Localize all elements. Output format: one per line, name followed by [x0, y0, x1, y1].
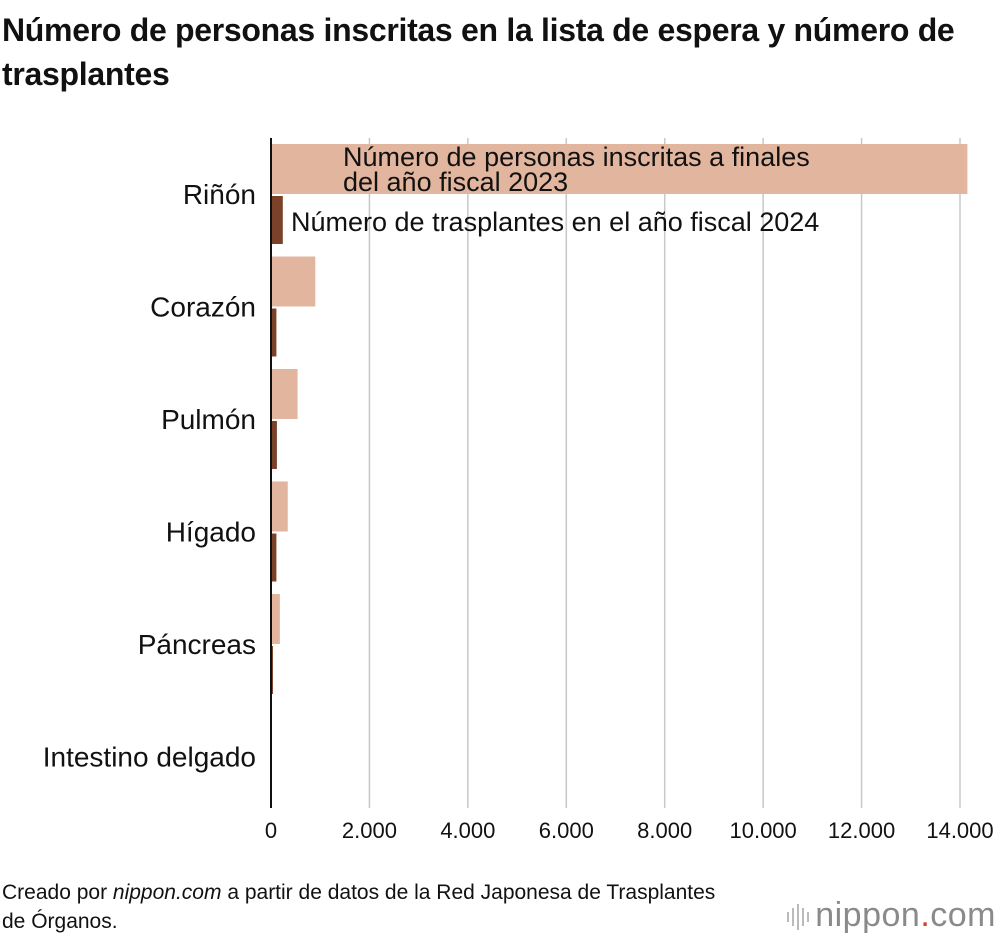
chart-title: Número de personas inscritas en la lista…	[2, 12, 955, 92]
bar-transplants	[271, 196, 283, 244]
source-prefix: Creado por	[2, 881, 113, 904]
bar-transplants	[271, 308, 277, 357]
category-label: Intestino delgado	[43, 742, 256, 773]
series-label-line: Número de personas inscritas a finales	[343, 142, 810, 172]
bar-waitlist	[271, 144, 968, 194]
bar-waitlist	[271, 594, 280, 644]
source-note: Creado por nippon.com a partir de datos …	[2, 878, 742, 936]
bar-chart: 0 2.000 4.000 6.000 8.000 10.000 12.000 14.000 R…	[43, 138, 994, 843]
series-label-line: Número de trasplantes en el año fiscal 2…	[291, 207, 819, 237]
x-tick-label: 14.000	[926, 818, 993, 843]
series-label-line: del año fiscal 2023	[343, 167, 568, 197]
x-tick-label: 10.000	[729, 818, 796, 843]
category-label: Corazón	[150, 292, 256, 323]
x-tick-label: 4.000	[440, 818, 495, 843]
x-tick-label: 0	[265, 818, 277, 843]
source-site: nippon.com	[112, 881, 222, 904]
logo-dot: .	[920, 896, 931, 934]
nippon-logo: nippon.com	[787, 896, 996, 935]
x-tick-label: 8.000	[637, 818, 692, 843]
category-label: Hígado	[166, 517, 256, 548]
source-suffix: a partir de datos de la Red Japonesa de …	[2, 881, 716, 933]
category-label: Pulmón	[161, 404, 256, 435]
series-label-waitlist: Número de personas inscritas a finales de…	[343, 142, 810, 197]
category-label: Riñón	[183, 179, 256, 210]
series-label-transplants: Número de trasplantes en el año fiscal 2…	[291, 207, 819, 237]
x-tick-label: 2.000	[342, 818, 397, 843]
x-tick-label: 12.000	[828, 818, 895, 843]
x-tick-label: 6.000	[539, 818, 594, 843]
logo-bars-icon	[787, 904, 810, 931]
bar-waitlist	[271, 256, 316, 307]
bar-transplants	[271, 533, 277, 582]
bar-waitlist	[271, 481, 288, 532]
category-label: Páncreas	[138, 629, 256, 660]
logo-tld: com	[930, 896, 996, 934]
logo-name: nippon	[815, 896, 921, 934]
bar-transplants	[271, 421, 277, 469]
bar-waitlist	[271, 369, 298, 419]
